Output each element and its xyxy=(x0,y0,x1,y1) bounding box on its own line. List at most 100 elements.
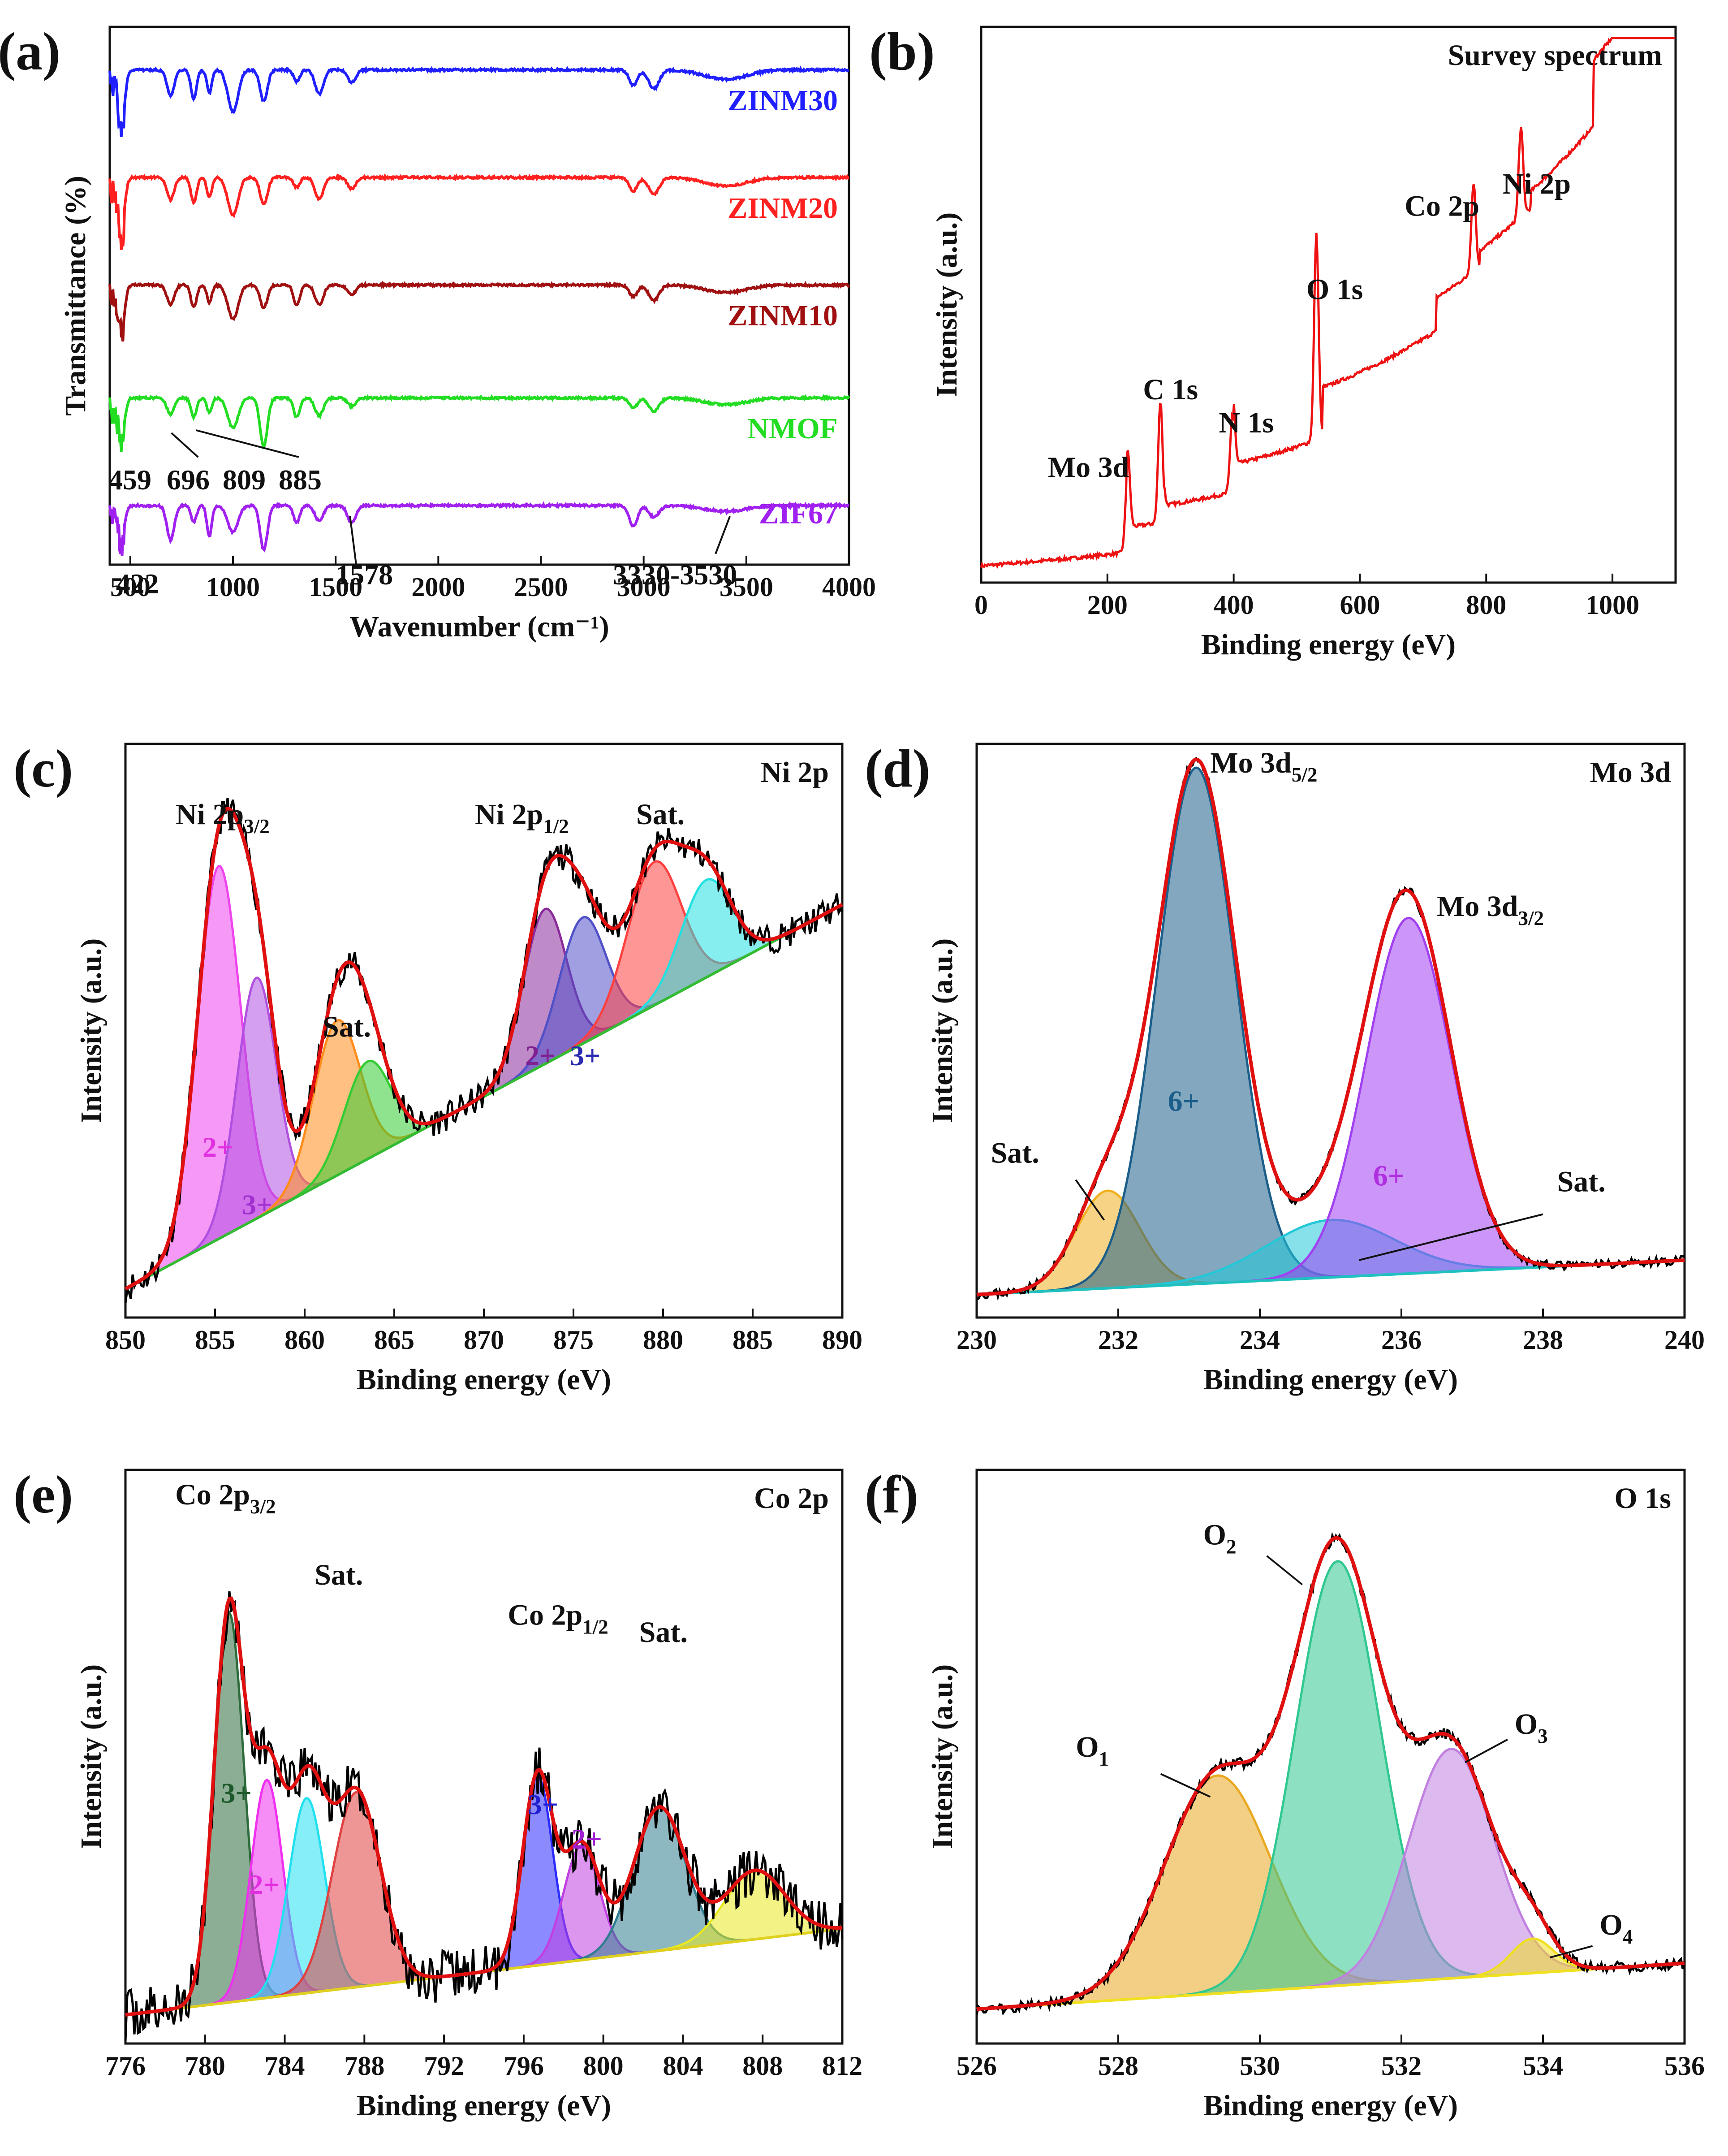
series-label-zinm10: ZINM10 xyxy=(728,299,838,332)
fit-peak-1 xyxy=(977,1776,1685,2009)
annotation-arrow xyxy=(1160,1773,1211,1798)
x-tick-label: 236 xyxy=(1381,1325,1422,1355)
ftir-line-zinm10 xyxy=(108,281,850,342)
label-sat: Sat. xyxy=(1557,1165,1606,1198)
label-sat: Sat. xyxy=(323,1011,371,1043)
x-tick-label: 890 xyxy=(822,1325,862,1355)
x-tick-label: 860 xyxy=(284,1325,325,1355)
annotation-label: 3330-3530 xyxy=(613,559,737,591)
annotation-label: 422 xyxy=(116,568,159,600)
annotation-label: 809 xyxy=(223,464,266,496)
annotation-arrow xyxy=(1266,1555,1303,1586)
y-axis-label: Intensity (a.u.) xyxy=(926,1664,959,1849)
x-tick-label: 200 xyxy=(1087,590,1128,620)
x-tick-label: 536 xyxy=(1664,2051,1705,2081)
x-tick-label: 880 xyxy=(643,1325,683,1355)
peak-label: C 1s xyxy=(1143,373,1198,406)
annotation-label: 885 xyxy=(279,464,322,496)
peak-label: Ni 2p xyxy=(1503,168,1571,200)
x-tick-label: 776 xyxy=(105,2051,146,2081)
envelope-line xyxy=(976,1536,1685,2011)
x-axis-label: Binding energy (eV) xyxy=(1203,2089,1458,2122)
fit-peak-7 xyxy=(125,861,842,1289)
x-axis-label: Binding energy (eV) xyxy=(357,1363,611,1396)
panel-f: 526 528 530 532 534 536 Binding energy (eV) Int… xyxy=(865,1465,1705,2122)
panel-title: Survey spectrum xyxy=(1448,39,1662,72)
label-ni-2p3-2: Ni 2p3/2 xyxy=(176,798,270,838)
label-o1: O1 xyxy=(1076,1731,1109,1770)
annotation-arrow xyxy=(715,516,731,554)
panel-label: (d) xyxy=(865,739,931,798)
panel-title: O 1s xyxy=(1614,1482,1671,1515)
x-tick-label: 3500 xyxy=(720,572,773,602)
x-axis-label: Binding energy (eV) xyxy=(1203,1363,1458,1396)
x-tick-label: 796 xyxy=(504,2051,544,2081)
x-tick-label: 2500 xyxy=(514,572,568,602)
label-oxidation-2: 2+ xyxy=(203,1132,233,1163)
x-tick-label: 230 xyxy=(957,1325,997,1355)
peak-label: Co 2p xyxy=(1405,190,1479,223)
label-oxidation-3: 3+ xyxy=(242,1189,272,1221)
x-tick-label: 812 xyxy=(822,2051,862,2081)
x-tick-label: 400 xyxy=(1214,590,1254,620)
x-tick-label: 3000 xyxy=(617,572,671,602)
panel-c: 850 855 860 865 870 875 880 885 890 Binding energ… xyxy=(13,739,862,1396)
fit-peak-8 xyxy=(125,1870,842,2015)
x-tick-label: 532 xyxy=(1381,2051,1422,2081)
label-oxidation-2: 2+ xyxy=(572,1823,602,1855)
peak-label: N 1s xyxy=(1219,406,1274,439)
annotation-arrow xyxy=(171,432,199,458)
series-label-zinm30: ZINM30 xyxy=(728,84,838,117)
ftir-line-nmof xyxy=(108,394,850,452)
x-tick-label: 1500 xyxy=(309,572,362,602)
x-tick-label: 4000 xyxy=(822,572,876,602)
fit-peak-1 xyxy=(125,1612,842,2015)
panel-d: 230 232 234 236 238 240 Binding energy (eV) Int… xyxy=(865,739,1705,1396)
survey-line xyxy=(980,37,1676,569)
plot-frame xyxy=(124,1469,844,2045)
y-axis-label: Transmittance (%) xyxy=(59,176,92,416)
series-label-zif67: ZIF67 xyxy=(759,497,838,530)
fit-peak-2 xyxy=(977,1561,1685,2009)
annotation-arrow xyxy=(1465,1738,1508,1763)
x-axis-label: Binding energy (eV) xyxy=(357,2089,611,2122)
panel-title: Ni 2p xyxy=(761,756,829,789)
panel-label: (e) xyxy=(13,1465,73,1524)
label-sat: Sat. xyxy=(636,798,685,831)
ftir-line-zif67 xyxy=(108,501,849,556)
x-tick-label: 804 xyxy=(663,2051,703,2081)
x-tick-label: 788 xyxy=(344,2051,384,2081)
label-oxidation-3: 3+ xyxy=(570,1040,600,1072)
label-co-2p3-2: Co 2p3/2 xyxy=(175,1478,276,1518)
y-axis-label: Intensity (a.u.) xyxy=(75,1664,108,1849)
x-tick-label: 240 xyxy=(1664,1325,1705,1355)
label-o2: O2 xyxy=(1203,1518,1237,1558)
x-tick-label: 234 xyxy=(1240,1325,1280,1355)
peak-label: O 1s xyxy=(1306,273,1363,306)
panel-label: (a) xyxy=(0,22,60,81)
annotation-arrow xyxy=(349,516,357,565)
label-oxidation-2: 2+ xyxy=(249,1869,280,1901)
annotation-arrow xyxy=(195,429,299,458)
label-oxidation-6: 6+ xyxy=(1168,1085,1200,1118)
x-tick-label: 1000 xyxy=(1586,590,1639,620)
panel-title: Co 2p xyxy=(754,1482,829,1515)
background-line xyxy=(976,1962,1685,2011)
x-tick-label: 500 xyxy=(110,572,151,602)
x-tick-label: 792 xyxy=(424,2051,464,2081)
peak-label: Mo 3d xyxy=(1048,451,1129,484)
label-sat: Sat. xyxy=(639,1616,688,1649)
label-mo-3d3-2: Mo 3d3/2 xyxy=(1437,890,1544,929)
fit-peak-7 xyxy=(125,1807,842,2015)
label-o3: O3 xyxy=(1515,1708,1548,1747)
x-tick-label: 855 xyxy=(195,1325,235,1355)
fit-peak-8 xyxy=(125,879,842,1289)
y-axis-label: Intensity (a.u.) xyxy=(926,938,959,1123)
x-tick-label: 800 xyxy=(1466,590,1506,620)
x-tick-label: 232 xyxy=(1098,1325,1138,1355)
fit-peak-4 xyxy=(977,918,1685,1295)
label-oxidation-3: 3+ xyxy=(528,1789,558,1820)
panel-label: (b) xyxy=(869,22,935,81)
annotation-arrow xyxy=(1358,1213,1543,1261)
